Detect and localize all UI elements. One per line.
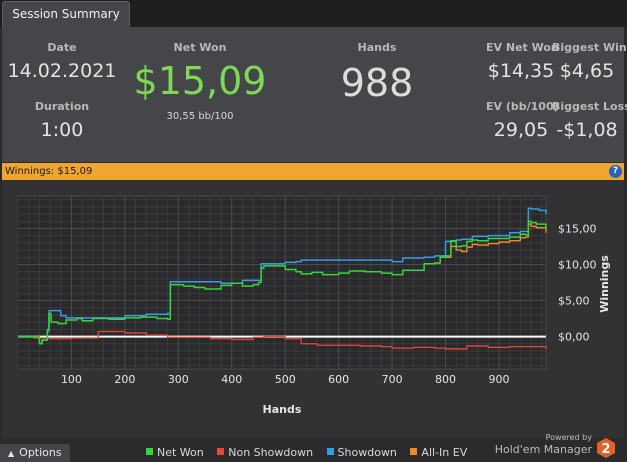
winnings-chart-svg: 100 200 300 400 500 600 700 800 900 $0,00 $5,00 $1…: [17, 195, 611, 416]
series-line-non-showdown: [18, 330, 547, 350]
x-tick-label: 100: [61, 373, 82, 386]
x-tick-label: 400: [221, 373, 242, 386]
x-tick-label: 700: [382, 373, 403, 386]
options-button[interactable]: ▲ Options: [0, 444, 70, 462]
ev-net-won-value: $14,35: [487, 60, 555, 82]
session-summary-panel: Date 14.02.2021 Duration 1:00 Net Won $1…: [2, 27, 627, 162]
winnings-title: Winnings: $15,09: [5, 166, 93, 177]
winnings-chart: 100 200 300 400 500 600 700 800 900 $0,00 $5,00 $1…: [2, 180, 624, 438]
x-tick-label: 300: [168, 373, 189, 386]
footer-bar: [0, 440, 627, 462]
triangle-up-icon: ▲: [8, 449, 15, 458]
legend-item-non-showdown[interactable]: Non Showdown: [217, 446, 313, 459]
ev-bb-value: 29,05: [493, 119, 549, 141]
biggest-win-label: Biggest Win: [552, 41, 627, 54]
duration-label: Duration: [34, 100, 90, 113]
biggest-loss-value: -$1,08: [556, 119, 618, 141]
duration-value: 1:00: [40, 119, 84, 141]
legend-item-all-in-ev[interactable]: All-In EV: [410, 446, 467, 459]
legend-label: Net Won: [157, 446, 204, 459]
legend-item-net-won[interactable]: Net Won: [146, 446, 204, 459]
help-icon[interactable]: ?: [609, 165, 622, 178]
date-label: Date: [47, 41, 77, 54]
x-tick-label: 200: [114, 373, 135, 386]
legend-item-showdown[interactable]: Showdown: [326, 446, 397, 459]
biggest-loss-label: Biggest Loss: [552, 100, 627, 113]
brand-text: Powered by Hold'em Manager: [492, 433, 592, 457]
legend-label: Non Showdown: [228, 446, 314, 459]
ev-net-won-label: EV Net Won: [486, 41, 559, 54]
y-tick-label: $5,00: [558, 295, 590, 308]
y-axis-label: Winnings: [598, 255, 611, 313]
svg-text:2: 2: [601, 442, 610, 457]
legend-swatch: [146, 448, 153, 455]
x-axis-label: Hands: [263, 403, 302, 416]
tab-bar: Session Summary: [0, 0, 627, 28]
net-won-value: $15,09: [133, 59, 267, 103]
net-won-bb-value: 30,55 bb/100: [166, 111, 234, 122]
x-tick-label: 500: [275, 373, 296, 386]
legend-label: All-In EV: [421, 446, 468, 459]
legend-swatch: [326, 448, 334, 455]
x-tick-label: 800: [435, 373, 456, 386]
legend-swatch: [410, 448, 418, 455]
legend-swatch: [217, 448, 225, 455]
hem2-logo-icon: 2: [597, 438, 615, 458]
hands-value: 988: [340, 61, 414, 105]
date-value: 14.02.2021: [7, 60, 117, 82]
series-line-all-in-ev: [434, 223, 547, 264]
powered-by-label: Powered by: [545, 433, 592, 442]
x-tick-label: 900: [488, 373, 509, 386]
tab-session-summary[interactable]: Session Summary: [2, 1, 130, 28]
hands-label: Hands: [357, 41, 397, 54]
y-tick-label: $0,00: [558, 331, 590, 344]
series-line-net-won: [18, 220, 547, 345]
net-won-label: Net Won: [173, 41, 227, 54]
x-axis-ticks: 100 200 300 400 500 600 700 800 900: [61, 373, 510, 386]
options-label: Options: [19, 446, 62, 459]
biggest-win-value: $4,65: [559, 60, 615, 82]
brand-name: Hold'em Manager: [494, 443, 592, 456]
y-tick-label: $15,00: [558, 222, 597, 235]
chart-series-group: [18, 207, 547, 350]
x-tick-label: 600: [328, 373, 349, 386]
series-line-showdown: [18, 207, 547, 345]
legend-label: Showdown: [337, 446, 397, 459]
winnings-header-bar: Winnings: $15,09 ?: [2, 163, 624, 180]
chart-legend: Net Won Non Showdown Showdown All-In EV: [146, 446, 477, 459]
y-axis-ticks: $0,00 $5,00 $10,00 $15,00: [558, 222, 597, 343]
y-tick-label: $10,00: [558, 258, 597, 271]
plot-background: [17, 195, 547, 370]
ev-bb-label: EV (bb/100): [486, 100, 559, 113]
